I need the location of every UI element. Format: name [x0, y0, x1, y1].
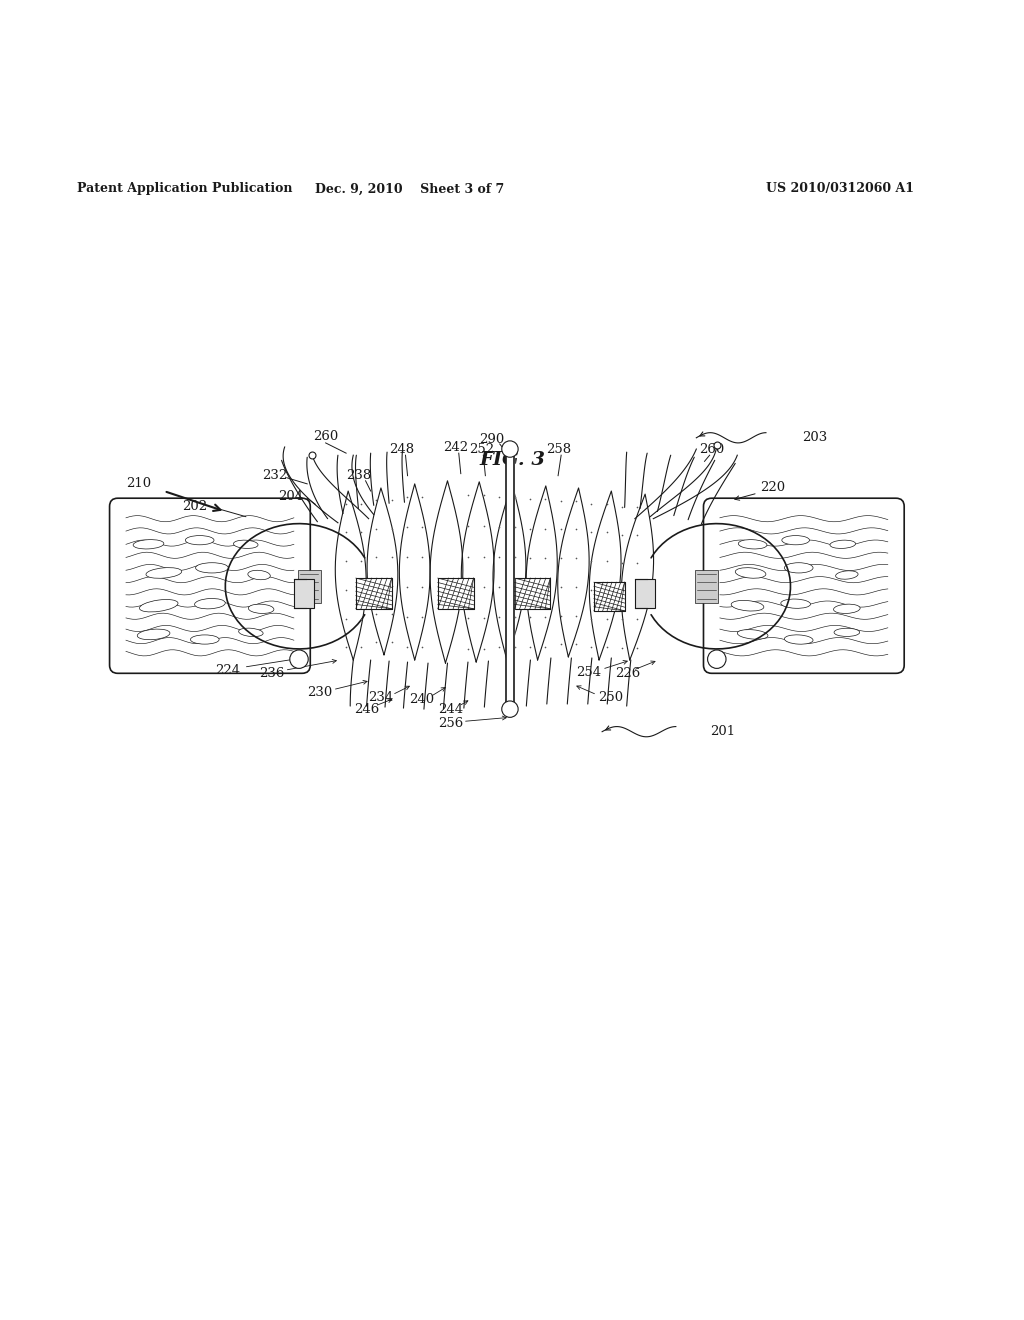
Ellipse shape: [834, 605, 860, 614]
Ellipse shape: [133, 540, 164, 549]
Polygon shape: [430, 480, 463, 663]
Polygon shape: [367, 488, 398, 655]
Text: Patent Application Publication: Patent Application Publication: [77, 182, 292, 195]
Text: 232: 232: [262, 469, 287, 482]
Ellipse shape: [190, 635, 219, 644]
Text: FIG. 3: FIG. 3: [479, 451, 545, 470]
Text: 242: 242: [443, 441, 468, 454]
Ellipse shape: [185, 536, 214, 545]
Bar: [298, 570, 321, 603]
Ellipse shape: [249, 605, 273, 614]
Ellipse shape: [196, 562, 228, 573]
Text: 260: 260: [313, 430, 338, 444]
Text: Dec. 9, 2010    Sheet 3 of 7: Dec. 9, 2010 Sheet 3 of 7: [315, 182, 504, 195]
Ellipse shape: [781, 599, 810, 609]
FancyBboxPatch shape: [110, 498, 310, 673]
Text: 224: 224: [215, 664, 240, 677]
Bar: [438, 578, 473, 609]
Text: 240: 240: [410, 693, 434, 706]
Circle shape: [708, 649, 726, 668]
FancyBboxPatch shape: [703, 498, 904, 673]
Bar: [294, 579, 314, 607]
Text: 252: 252: [469, 442, 494, 455]
Ellipse shape: [830, 540, 855, 548]
Bar: [356, 578, 391, 609]
Polygon shape: [622, 494, 653, 660]
Text: 210: 210: [126, 478, 151, 490]
Text: 203: 203: [803, 432, 827, 445]
Circle shape: [290, 649, 308, 668]
Polygon shape: [461, 482, 495, 663]
Text: 201: 201: [711, 725, 735, 738]
Text: 230: 230: [307, 686, 332, 700]
Circle shape: [502, 701, 518, 717]
Text: 250: 250: [598, 692, 623, 705]
Text: 204: 204: [279, 490, 303, 503]
Text: 246: 246: [354, 702, 379, 715]
Polygon shape: [526, 486, 557, 660]
Ellipse shape: [784, 635, 813, 644]
Text: 244: 244: [438, 702, 463, 715]
Text: 260: 260: [699, 442, 724, 455]
Ellipse shape: [782, 536, 809, 545]
Ellipse shape: [834, 628, 859, 636]
Bar: [515, 578, 551, 609]
Polygon shape: [493, 484, 526, 660]
Ellipse shape: [139, 599, 178, 612]
Text: US 2010/0312060 A1: US 2010/0312060 A1: [766, 182, 913, 195]
Ellipse shape: [735, 568, 766, 578]
Ellipse shape: [731, 601, 764, 611]
Ellipse shape: [784, 562, 813, 573]
Circle shape: [502, 441, 518, 457]
Text: 258: 258: [547, 442, 571, 455]
Text: 290: 290: [479, 433, 504, 446]
Polygon shape: [399, 484, 430, 660]
Ellipse shape: [248, 570, 270, 579]
Ellipse shape: [836, 570, 858, 579]
Text: 234: 234: [369, 692, 393, 705]
Text: 256: 256: [438, 717, 463, 730]
Ellipse shape: [239, 628, 263, 636]
Ellipse shape: [146, 568, 181, 578]
Bar: [594, 582, 625, 611]
Text: 248: 248: [389, 442, 414, 455]
Text: 202: 202: [182, 500, 207, 513]
Text: 254: 254: [577, 665, 601, 678]
Text: 226: 226: [615, 667, 640, 680]
Polygon shape: [590, 491, 621, 660]
Bar: [695, 570, 718, 603]
Ellipse shape: [737, 630, 768, 639]
Polygon shape: [335, 491, 367, 660]
Bar: [635, 579, 655, 607]
Text: 238: 238: [346, 469, 371, 482]
Text: 236: 236: [259, 667, 284, 680]
Ellipse shape: [195, 598, 225, 609]
Ellipse shape: [738, 540, 767, 549]
Polygon shape: [558, 488, 589, 657]
Text: 220: 220: [761, 482, 785, 495]
Ellipse shape: [137, 630, 170, 640]
Ellipse shape: [233, 540, 258, 548]
